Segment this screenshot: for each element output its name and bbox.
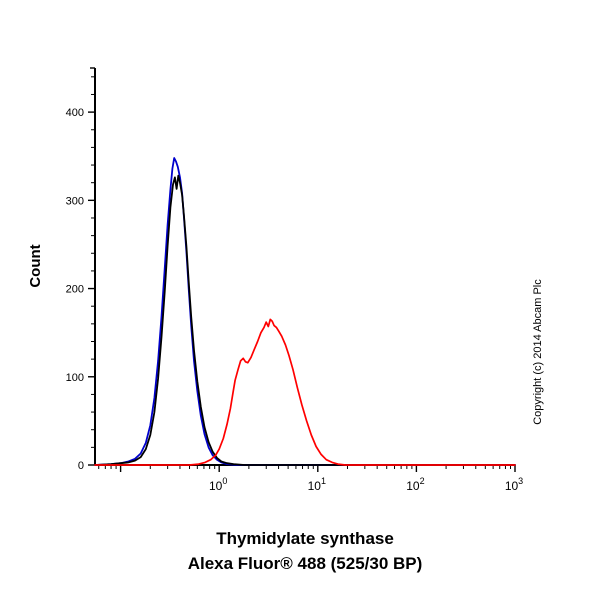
copyright-text: Copyright (c) 2014 Abcam Plc bbox=[532, 279, 544, 425]
y-tick-label: 300 bbox=[66, 195, 84, 207]
plot-layer: 0 100 200 300 400 100 101 102 103 bbox=[66, 67, 523, 493]
x-axis-title-line1: Thymidylate synthase bbox=[216, 529, 394, 548]
y-tick-label: 0 bbox=[78, 460, 84, 472]
y-tick-label: 100 bbox=[66, 372, 84, 384]
series-black-control bbox=[94, 174, 516, 466]
series-blue-control bbox=[94, 157, 516, 466]
x-tick-label: 101 bbox=[308, 476, 326, 493]
x-tick-label: 103 bbox=[505, 476, 523, 493]
x-axis-title-line2: Alexa Fluor® 488 (525/30 BP) bbox=[188, 554, 423, 573]
y-tick-label: 400 bbox=[66, 107, 84, 119]
x-tick-label: 102 bbox=[406, 476, 424, 493]
series-red-sample bbox=[94, 318, 516, 466]
x-tick-label: 100 bbox=[209, 476, 227, 493]
y-axis-title: Count bbox=[27, 244, 44, 287]
y-tick-label: 200 bbox=[66, 284, 84, 296]
